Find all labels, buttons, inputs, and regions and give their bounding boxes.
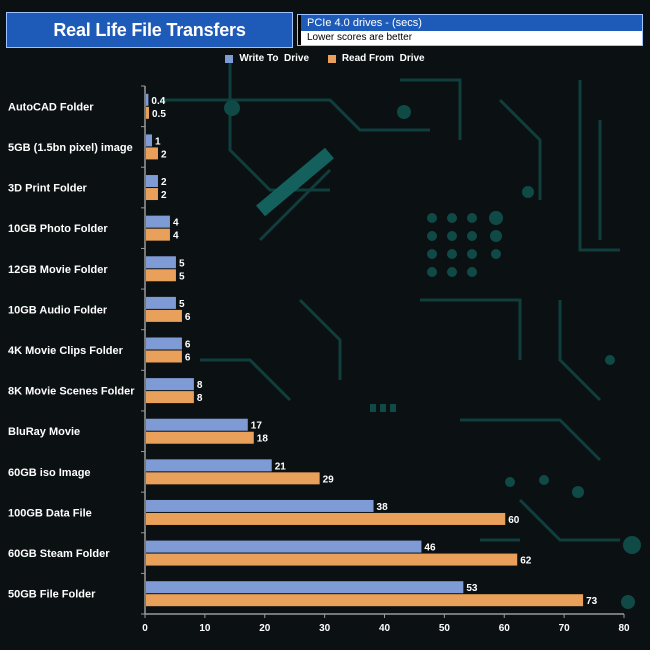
chart-note: Lower scores are better [298,31,642,45]
x-tick-label: 0 [142,623,148,634]
category-label: 3D Print Folder [8,183,88,195]
bar-write [146,256,176,269]
data-label-write: 5 [179,299,185,310]
bar-read [146,553,518,566]
bar-read [146,309,182,322]
x-tick-label: 60 [499,623,511,634]
data-label-write: 21 [275,461,287,472]
bar-read [146,269,176,282]
data-label-read: 8 [197,393,203,404]
data-label-read: 0.5 [152,109,166,120]
bar-write [146,459,272,472]
chart-title: Real Life File Transfers [53,19,246,40]
legend: Write To Drive Read From Drive [0,53,650,66]
x-tick-label: 80 [618,623,630,634]
bar-write [146,134,152,147]
legend-swatch-write [225,54,234,63]
data-label-read: 60 [508,515,520,526]
bar-write [146,175,158,188]
legend-item-read: Read From Drive [327,53,425,64]
bar-write [146,337,182,350]
category-label: 5GB (1.5bn pixel) image [8,142,133,154]
bar-write [146,296,176,309]
bar-read [146,228,170,241]
chart-title-box: Real Life File Transfers [6,12,293,48]
data-label-write: 8 [197,380,203,391]
x-tick-label: 30 [319,623,331,634]
data-label-read: 73 [586,596,598,607]
data-label-read: 62 [520,556,532,567]
data-label-write: 0.4 [151,96,165,107]
data-label-write: 1 [155,136,161,147]
bar-write [146,499,374,512]
data-label-write: 6 [185,340,191,351]
data-label-read: 6 [185,312,191,323]
x-tick-label: 70 [559,623,571,634]
category-label: 12GB Movie Folder [8,264,108,276]
category-label: 10GB Audio Folder [8,304,108,316]
data-label-write: 5 [179,258,185,269]
category-label: AutoCAD Folder [8,101,94,113]
data-label-write: 38 [377,502,389,513]
bar-read [146,106,149,119]
data-label-read: 2 [161,190,167,201]
bar-write [146,581,464,594]
category-label: 8K Movie Scenes Folder [8,386,135,398]
bar-read [146,391,194,404]
data-label-write: 53 [466,583,478,594]
category-label: BluRay Movie [8,426,80,438]
bar-write [146,540,422,553]
bar-write [146,215,170,228]
category-label: 60GB Steam Folder [8,548,110,560]
category-label: 10GB Photo Folder [8,223,108,235]
data-label-read: 4 [173,231,179,242]
subtitle-box: PCIe 4.0 drives - (secs) Lower scores ar… [297,14,643,46]
x-tick-label: 40 [379,623,391,634]
data-label-write: 4 [173,218,179,229]
legend-item-write: Write To Drive [225,53,309,64]
bar-read [146,431,254,444]
legend-swatch-read [327,54,336,63]
bar-read [146,147,158,160]
data-label-read: 18 [257,434,269,445]
x-tick-label: 50 [439,623,451,634]
category-label: 4K Movie Clips Folder [8,345,124,357]
bar-write [146,378,194,391]
legend-label-read: Read From Drive [341,53,425,64]
category-label: 100GB Data File [8,507,92,519]
bar-read [146,594,584,607]
x-tick-label: 20 [259,623,271,634]
data-label-read: 6 [185,353,191,364]
data-label-read: 5 [179,271,185,282]
category-label: 50GB File Folder [8,589,96,601]
bar-read [146,350,182,363]
bar-write [146,418,248,431]
bar-read [146,512,506,525]
legend-label-write: Write To Drive [239,53,310,64]
data-label-write: 2 [161,177,167,188]
bar-read [146,188,158,201]
category-label: 60GB iso Image [8,467,91,479]
bar-read [146,472,320,485]
bar-write [146,93,149,106]
data-label-write: 17 [251,421,263,432]
data-label-read: 29 [323,474,335,485]
data-label-write: 46 [424,543,436,554]
chart-subtitle: PCIe 4.0 drives - (secs) [298,15,642,31]
data-label-read: 2 [161,149,167,160]
x-tick-label: 10 [199,623,211,634]
